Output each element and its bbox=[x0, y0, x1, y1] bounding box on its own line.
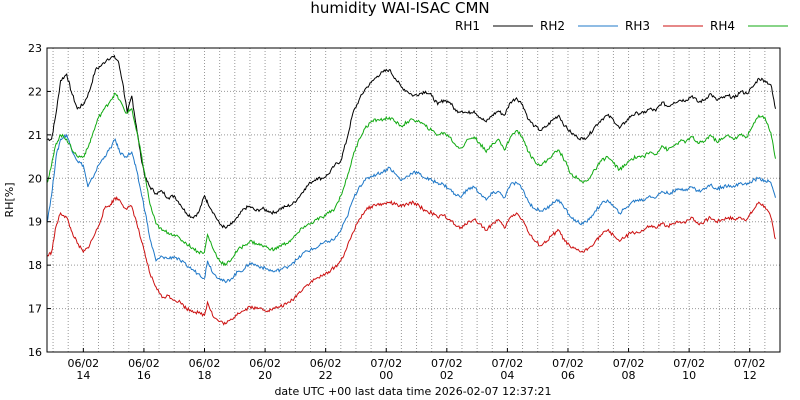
x-tick-label-hour: 02 bbox=[440, 369, 454, 382]
x-tick-label-date: 06/02 bbox=[249, 357, 281, 370]
y-tick-label: 18 bbox=[28, 259, 42, 272]
legend: RH1 RH2 RH3 RH4 bbox=[455, 19, 788, 33]
y-tick-label: 20 bbox=[28, 172, 42, 185]
legend-label-rh4: RH4 bbox=[710, 19, 735, 33]
legend-label-rh1: RH1 bbox=[455, 19, 480, 33]
legend-label-rh3: RH3 bbox=[625, 19, 650, 33]
x-axis: 06/021406/021606/021806/022006/022207/02… bbox=[67, 348, 766, 382]
x-tick-label-hour: 00 bbox=[379, 369, 393, 382]
y-tick-label: 17 bbox=[28, 303, 42, 316]
y-tick-label: 22 bbox=[28, 85, 42, 98]
series-lines bbox=[46, 54, 776, 326]
series-line-rh2 bbox=[46, 133, 776, 284]
x-tick-label-date: 07/02 bbox=[552, 357, 584, 370]
y-axis-label: RH[%] bbox=[3, 183, 16, 218]
x-tick-label-hour: 20 bbox=[258, 369, 272, 382]
x-tick-label-hour: 14 bbox=[76, 369, 90, 382]
y-tick-label: 16 bbox=[28, 346, 42, 359]
x-tick-label-hour: 04 bbox=[500, 369, 514, 382]
x-tick-label-date: 06/02 bbox=[128, 357, 160, 370]
x-tick-label-date: 07/02 bbox=[492, 357, 524, 370]
x-tick-label-date: 06/02 bbox=[67, 357, 99, 370]
y-axis: 16 17 18 19 20 21 22 23 bbox=[28, 42, 51, 359]
legend-label-rh2: RH2 bbox=[540, 19, 565, 33]
series-line-rh1 bbox=[47, 54, 776, 229]
series-line-rh3 bbox=[46, 195, 776, 326]
series-line-rh4 bbox=[46, 92, 776, 267]
grid bbox=[47, 48, 780, 352]
y-tick-label: 21 bbox=[28, 129, 42, 142]
x-tick-label-hour: 08 bbox=[622, 369, 636, 382]
y-tick-label: 23 bbox=[28, 42, 42, 55]
x-tick-label-date: 07/02 bbox=[370, 357, 402, 370]
y-tick-label: 19 bbox=[28, 216, 42, 229]
x-tick-label-date: 06/02 bbox=[189, 357, 221, 370]
x-tick-label-hour: 16 bbox=[137, 369, 151, 382]
x-tick-label-hour: 18 bbox=[198, 369, 212, 382]
x-tick-label-hour: 06 bbox=[561, 369, 575, 382]
chart-title: humidity WAI-ISAC CMN bbox=[310, 0, 489, 17]
footer-text: date UTC +00 last data time 2026-02-07 1… bbox=[274, 385, 551, 398]
x-tick-label-hour: 10 bbox=[682, 369, 696, 382]
x-tick-label-date: 07/02 bbox=[613, 357, 645, 370]
x-tick-label-hour: 12 bbox=[743, 369, 757, 382]
x-tick-label-date: 07/02 bbox=[734, 357, 766, 370]
x-tick-label-date: 07/02 bbox=[431, 357, 463, 370]
x-tick-label-hour: 22 bbox=[319, 369, 333, 382]
plot-frame bbox=[46, 47, 781, 353]
x-tick-label-date: 06/02 bbox=[310, 357, 342, 370]
x-tick-label-date: 07/02 bbox=[673, 357, 705, 370]
